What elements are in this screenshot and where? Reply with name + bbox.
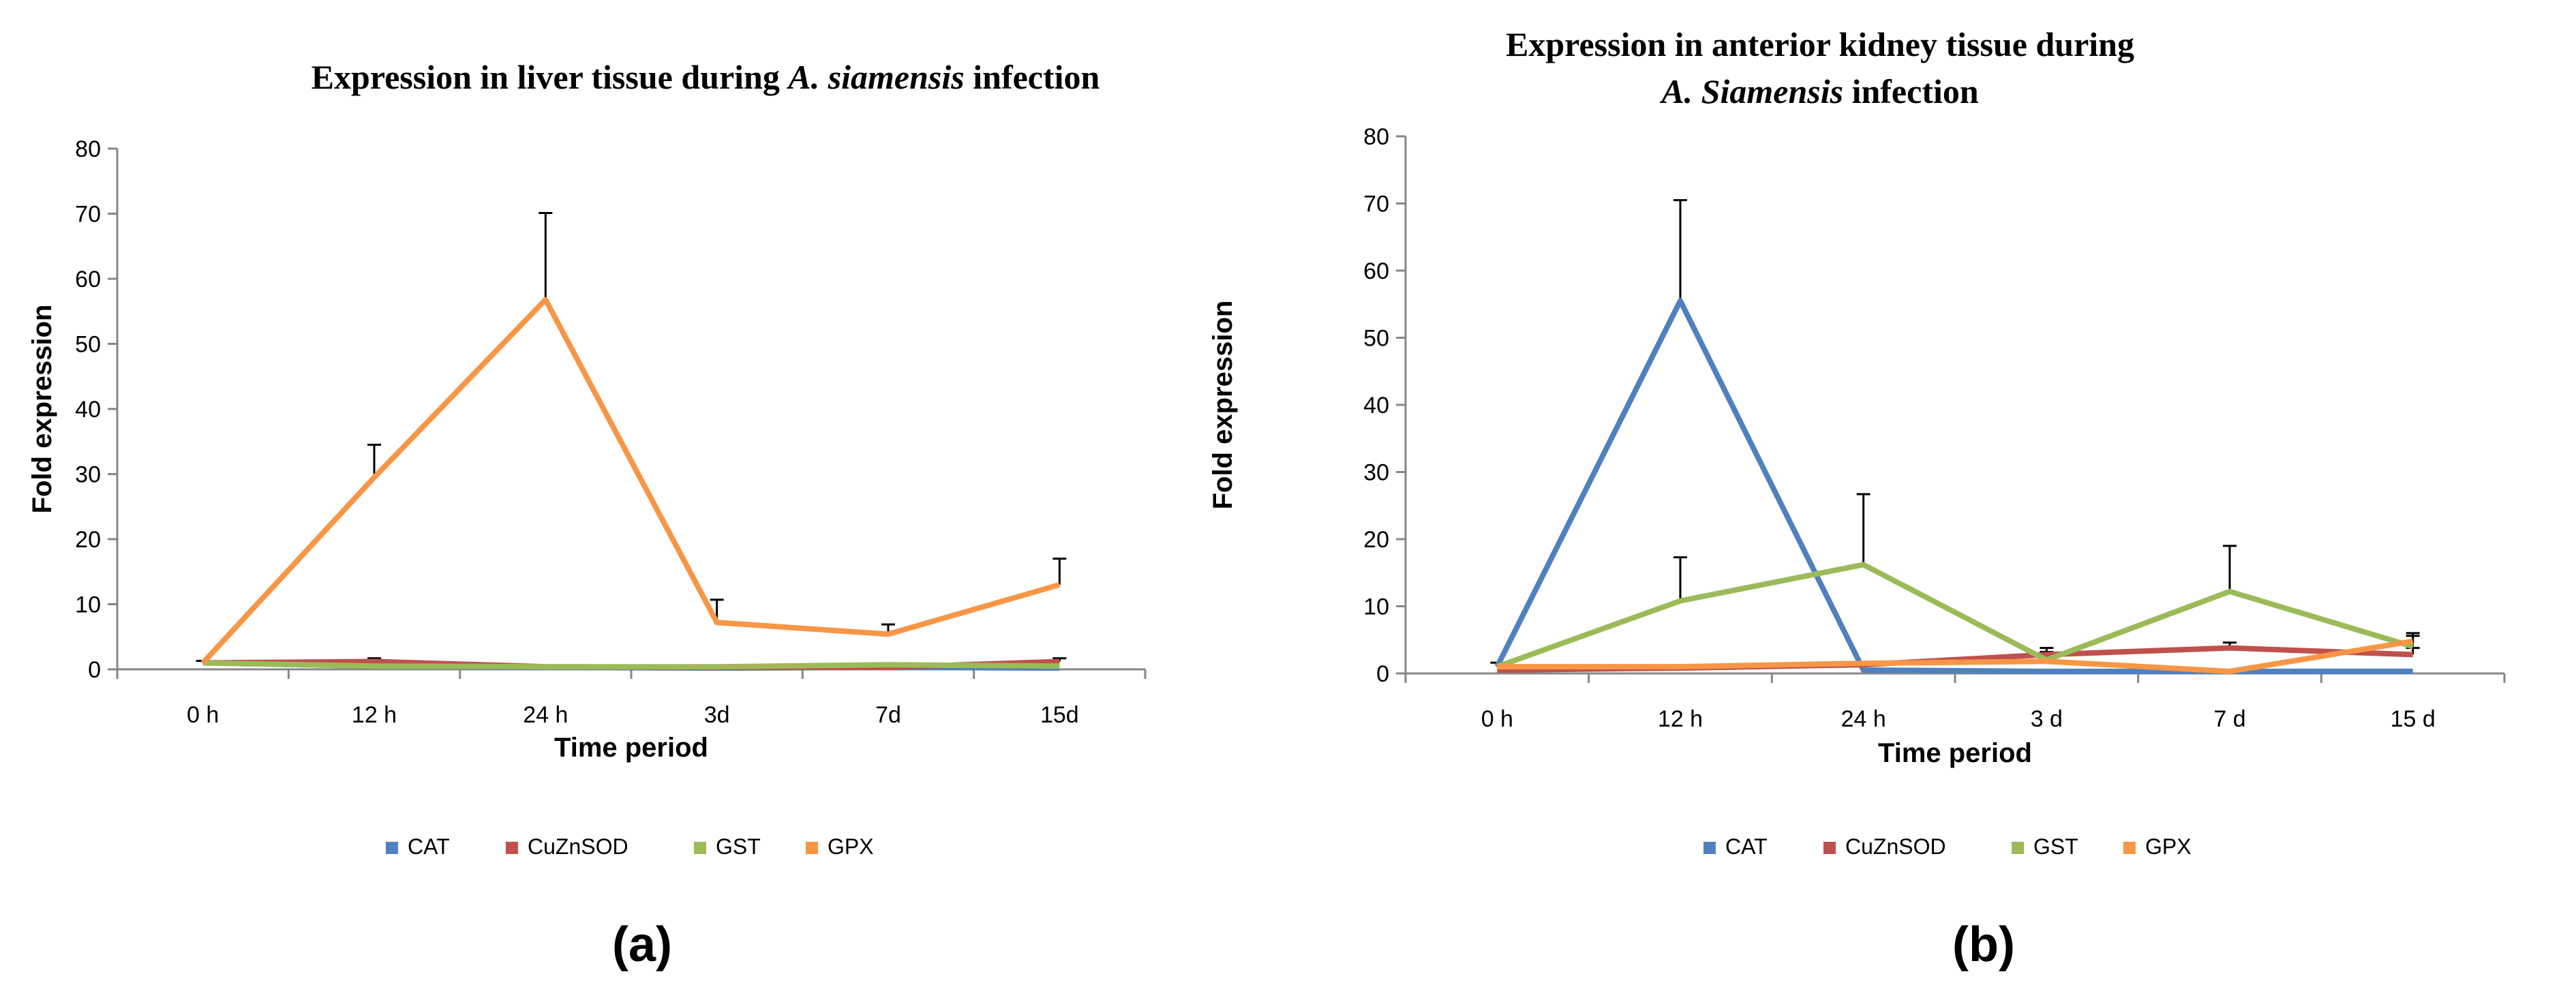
x-tick-label: 12 h xyxy=(352,702,397,728)
legend-label-gst: GST xyxy=(2033,834,2078,859)
series-line-gpx xyxy=(1497,638,2414,674)
legend-swatch-cuznsod xyxy=(506,842,518,854)
legend: CAT CuZnSOD GST GPX xyxy=(386,834,874,859)
y-tick-label: 80 xyxy=(75,136,101,162)
y-tick-label: 60 xyxy=(75,267,101,292)
x-tick-label: 24 h xyxy=(523,702,568,728)
legend-swatch-cuznsod xyxy=(1823,842,1836,854)
y-tick-label: 10 xyxy=(1363,594,1389,620)
legend-label-cat: CAT xyxy=(1725,834,1768,859)
x-axis-label: Time period xyxy=(1878,738,2032,768)
chart-title-part: A. Siamensis xyxy=(1659,72,1843,110)
legend-swatch-cat xyxy=(1703,842,1716,854)
y-tick-label: 0 xyxy=(1376,661,1389,687)
x-tick-label: 12 h xyxy=(1658,706,1703,732)
x-tick-label: 7d xyxy=(875,702,901,728)
legend-label-gpx: GPX xyxy=(2145,834,2192,859)
legend-label-cuznsod: CuZnSOD xyxy=(1845,834,1946,859)
y-tick-label: 20 xyxy=(1363,527,1389,553)
y-axis-label: Fold expression xyxy=(27,305,57,514)
y-tick-label: 20 xyxy=(75,527,101,553)
chart-title-part: A. siamensis xyxy=(786,58,964,96)
legend-swatch-gst xyxy=(2012,842,2024,854)
panel-label: (b) xyxy=(1952,917,2015,972)
chart-title-line-1: Expression in liver tissue during A. sia… xyxy=(312,58,1100,96)
chart-kidney: Expression in anterior kidney tissue dur… xyxy=(1208,25,2506,972)
y-tick-label: 40 xyxy=(1363,393,1389,419)
y-tick-label: 0 xyxy=(88,657,101,683)
y-tick-label: 50 xyxy=(75,332,101,358)
chart-title-part: infection xyxy=(1843,72,1979,110)
legend-swatch-gpx xyxy=(2123,842,2136,854)
chart-title-part: Expression in anterior kidney tissue dur… xyxy=(1506,25,2134,63)
y-axis-label: Fold expression xyxy=(1208,301,1238,510)
x-tick-label: 7 d xyxy=(2213,706,2245,732)
chart-title-line-1: Expression in anterior kidney tissue dur… xyxy=(1506,25,2134,63)
legend: CAT CuZnSOD GST GPX xyxy=(1703,834,2192,859)
y-tick-label: 70 xyxy=(75,202,101,228)
chart-liver: Expression in liver tissue during A. sia… xyxy=(27,58,1147,972)
legend-swatch-cat xyxy=(386,842,398,854)
legend-swatch-gpx xyxy=(806,842,818,854)
chart-title-part: infection xyxy=(965,58,1100,96)
y-tick-label: 40 xyxy=(75,397,101,423)
x-tick-label: 15d xyxy=(1040,702,1079,728)
series-line-gst xyxy=(1496,562,2414,669)
panel-label: (a) xyxy=(612,917,672,972)
y-tick-label: 60 xyxy=(1363,258,1389,284)
x-tick-label: 3 d xyxy=(2031,706,2063,732)
legend-label-gst: GST xyxy=(716,834,761,859)
y-tick-label: 10 xyxy=(75,592,101,618)
legend-label-cuznsod: CuZnSOD xyxy=(528,834,628,859)
legend-label-gpx: GPX xyxy=(828,834,874,859)
y-tick-label: 80 xyxy=(1363,124,1389,150)
chart-title-part: Expression in liver tissue during xyxy=(312,58,789,96)
series-line-gst xyxy=(202,660,1060,670)
x-tick-label: 0 h xyxy=(1481,706,1513,732)
legend-label-cat: CAT xyxy=(408,834,450,859)
chart-title-line-2: A. Siamensis infection xyxy=(1659,72,1979,110)
x-tick-label: 3d xyxy=(704,702,730,728)
y-tick-label: 30 xyxy=(75,462,101,488)
legend-swatch-gst xyxy=(694,842,706,854)
y-tick-label: 70 xyxy=(1363,192,1389,217)
y-tick-label: 50 xyxy=(1363,326,1389,352)
x-tick-label: 15 d xyxy=(2391,706,2436,732)
x-tick-label: 24 h xyxy=(1841,706,1886,732)
y-tick-label: 30 xyxy=(1363,460,1389,486)
x-tick-label: 0 h xyxy=(187,702,219,728)
x-axis-label: Time period xyxy=(554,733,708,763)
series-line-cat xyxy=(1494,298,2413,674)
series-line-gpx xyxy=(200,296,1061,665)
